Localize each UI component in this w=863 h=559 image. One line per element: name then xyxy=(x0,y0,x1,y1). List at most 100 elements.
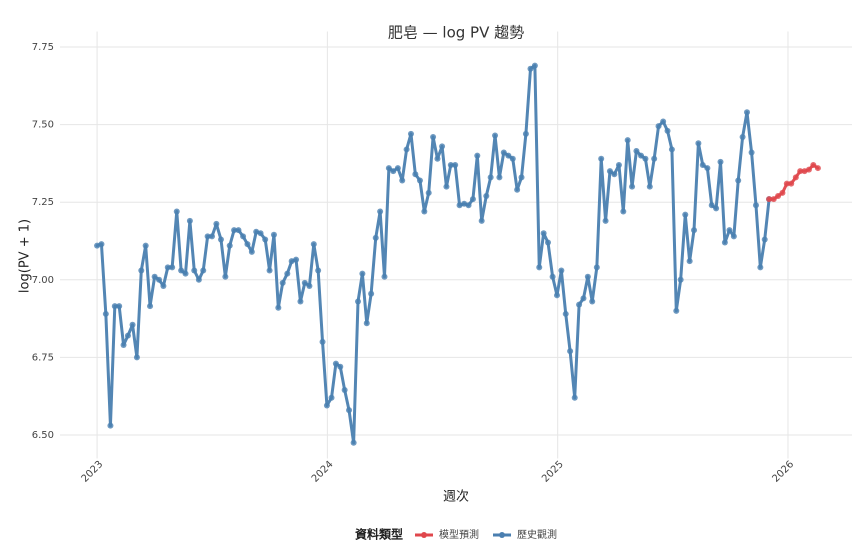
data-point xyxy=(496,174,503,181)
data-point xyxy=(178,267,185,274)
data-point xyxy=(257,230,264,237)
data-point xyxy=(527,65,534,72)
data-point xyxy=(682,211,689,218)
data-point xyxy=(606,168,613,175)
data-point xyxy=(615,161,622,168)
legend-swatch-dot xyxy=(499,532,506,538)
data-point xyxy=(111,303,118,310)
data-point xyxy=(757,264,764,271)
data-point xyxy=(549,273,556,280)
data-point xyxy=(788,180,795,187)
data-point xyxy=(505,152,512,159)
data-point xyxy=(571,394,578,401)
data-point xyxy=(231,227,238,234)
data-point xyxy=(814,165,821,172)
data-point xyxy=(355,298,362,305)
y-tick-label: 6.50 xyxy=(32,430,54,441)
data-point xyxy=(248,248,255,255)
data-point xyxy=(315,267,322,274)
x-axis-title: 週次 xyxy=(443,489,469,505)
data-point xyxy=(748,149,755,156)
series-line xyxy=(95,64,771,445)
legend-title: 資料類型 xyxy=(355,527,403,542)
data-point xyxy=(668,146,675,153)
grid: 6.50 6.75 7.00 7.25 7.50 7.75 2023 2024 2025 2026 xyxy=(32,31,852,485)
data-point xyxy=(779,189,786,196)
data-point xyxy=(332,360,339,367)
data-point xyxy=(743,109,750,116)
y-tick-label: 7.75 xyxy=(32,42,54,53)
data-point xyxy=(399,177,406,184)
data-point xyxy=(562,310,569,317)
legend-item: 歷史觀測 xyxy=(493,528,557,541)
data-point xyxy=(270,231,277,238)
data-point xyxy=(766,196,773,203)
data-point xyxy=(721,239,728,246)
data-point xyxy=(293,256,300,263)
data-point xyxy=(589,298,596,305)
data-point xyxy=(761,236,768,243)
data-point xyxy=(217,236,224,243)
data-point xyxy=(275,304,282,311)
data-point xyxy=(514,186,521,193)
data-point xyxy=(456,202,463,209)
data-point xyxy=(102,310,109,317)
data-point xyxy=(797,168,804,175)
data-point xyxy=(284,270,291,277)
y-tick-label: 6.75 xyxy=(32,352,54,363)
legend-swatch-dot xyxy=(421,532,428,538)
data-point xyxy=(500,149,507,156)
data-point xyxy=(142,242,149,249)
data-point xyxy=(244,241,251,248)
plot-area xyxy=(94,62,821,446)
x-tick-label: 2024 xyxy=(310,459,336,485)
data-point xyxy=(478,217,485,224)
data-point xyxy=(363,320,370,327)
data-point xyxy=(726,227,733,234)
data-point xyxy=(306,283,313,290)
data-point xyxy=(200,267,207,274)
data-point xyxy=(421,208,428,215)
x-tick-label: 2026 xyxy=(770,459,796,485)
data-point xyxy=(783,180,790,187)
data-point xyxy=(553,292,560,299)
data-point xyxy=(531,62,538,69)
data-point xyxy=(540,230,547,237)
data-point xyxy=(164,264,171,271)
data-point xyxy=(173,208,180,215)
data-point xyxy=(624,137,631,144)
data-point xyxy=(664,127,671,134)
data-point xyxy=(151,273,158,280)
data-point xyxy=(133,354,140,361)
data-point xyxy=(580,295,587,302)
data-point xyxy=(138,267,145,274)
data-point xyxy=(191,267,198,274)
data-point xyxy=(646,183,653,190)
data-point xyxy=(407,130,414,137)
data-point xyxy=(699,161,706,168)
data-point xyxy=(730,233,737,240)
data-point xyxy=(545,239,552,246)
data-point xyxy=(266,267,273,274)
data-point xyxy=(310,241,317,248)
data-point xyxy=(240,233,247,240)
data-point xyxy=(147,303,154,310)
data-point xyxy=(487,174,494,181)
y-tick-label: 7.25 xyxy=(32,197,54,208)
data-point xyxy=(124,332,131,339)
data-point xyxy=(522,130,529,137)
x-tick-label: 2023 xyxy=(80,459,106,485)
data-point xyxy=(452,161,459,168)
data-point xyxy=(629,183,636,190)
data-point xyxy=(434,155,441,162)
data-point xyxy=(186,217,193,224)
data-point xyxy=(120,341,127,348)
data-point xyxy=(655,123,662,130)
data-point xyxy=(492,132,499,139)
data-point xyxy=(633,147,640,154)
data-point xyxy=(695,140,702,147)
legend-label: 模型預測 xyxy=(439,528,479,541)
data-point xyxy=(660,118,667,125)
data-point xyxy=(708,202,715,209)
data-point xyxy=(116,303,123,310)
